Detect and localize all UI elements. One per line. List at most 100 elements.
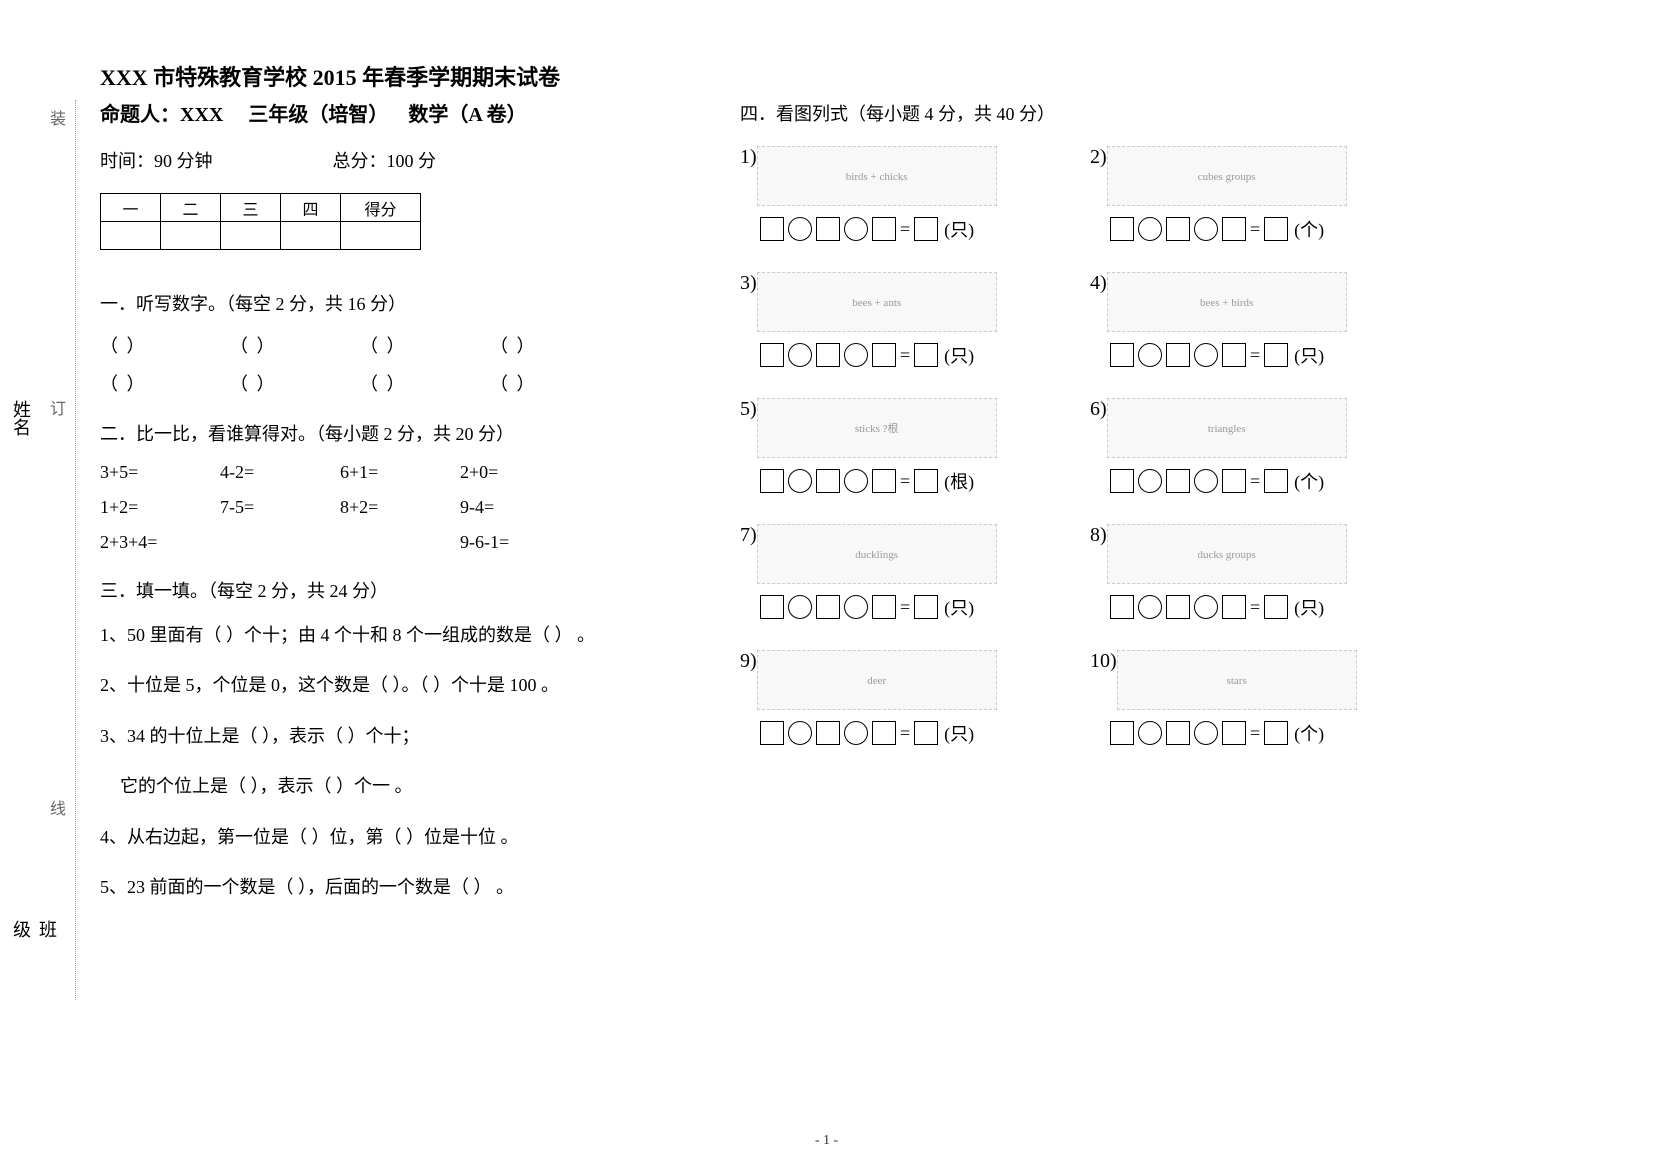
section3-heading: 三．填一填。（每空 2 分，共 24 分） <box>100 577 640 603</box>
problem-image-placeholder: triangles <box>1107 398 1347 458</box>
fill-q1: 1、50 里面有（ ）个十；由 4 个十和 8 个一组成的数是（ ） 。 <box>100 619 640 651</box>
score-cell <box>161 222 221 250</box>
arith-item: 3+5= <box>100 462 220 483</box>
dictation-row-2: （ ） （ ） （ ） （ ） <box>100 370 640 396</box>
unit-label: (只) <box>1294 342 1324 368</box>
box-icon <box>1222 469 1246 493</box>
arith-item <box>220 532 340 553</box>
name-label: 姓名 <box>8 400 34 436</box>
problem-number: 5) <box>740 398 757 421</box>
circle-icon <box>788 721 812 745</box>
problem: 5)sticks ?根 = (根) <box>740 398 1040 494</box>
arith-item: 6+1= <box>340 462 460 483</box>
problem-image-placeholder: bees + birds <box>1107 272 1347 332</box>
equation-boxes: = (个) <box>1110 468 1390 494</box>
box-icon <box>914 217 938 241</box>
fill-q3a: 3、34 的十位上是（ ），表示（ ）个十； <box>100 720 640 752</box>
dictation-row-1: （ ） （ ） （ ） （ ） <box>100 332 640 358</box>
arith-item: 7-5= <box>220 497 340 518</box>
equation-boxes: = (只) <box>760 216 1040 242</box>
blank: （ ） <box>360 332 490 358</box>
fill-q4: 4、从右边起，第一位是（ ）位，第（ ）位是十位 。 <box>100 821 640 853</box>
box-icon <box>1222 343 1246 367</box>
problem: 1)birds + chicks = (只) <box>740 146 1040 242</box>
circle-icon <box>788 595 812 619</box>
binding-zhuang: 装 <box>43 110 67 126</box>
circle-icon <box>1194 469 1218 493</box>
box-icon <box>1222 217 1246 241</box>
problem-image-placeholder: deer <box>757 650 997 710</box>
binding-margin: 装 订 线 <box>30 100 80 1000</box>
author: 命题人：XXX <box>100 104 223 126</box>
problem: 3)bees + ants = (只) <box>740 272 1040 368</box>
problem-image-placeholder: ducklings <box>757 524 997 584</box>
box-icon <box>1264 217 1288 241</box>
circle-icon <box>1138 595 1162 619</box>
equals-sign: = <box>900 471 910 492</box>
box-icon <box>1110 595 1134 619</box>
equals-sign: = <box>1250 723 1260 744</box>
box-icon <box>816 217 840 241</box>
box-icon <box>1110 721 1134 745</box>
box-icon <box>760 469 784 493</box>
score-cell <box>341 222 421 250</box>
box-icon <box>1110 343 1134 367</box>
box-icon <box>914 343 938 367</box>
box-icon <box>1110 217 1134 241</box>
equals-sign: = <box>900 219 910 240</box>
unit-label: (个) <box>1294 720 1324 746</box>
problem: 6)triangles = (个) <box>1090 398 1390 494</box>
box-icon <box>760 343 784 367</box>
class-label: 班级 <box>8 920 60 941</box>
arith-item: 1+2= <box>100 497 220 518</box>
problem-image-placeholder: birds + chicks <box>757 146 997 206</box>
exam-subtitle: 命题人：XXX 三年级（培智） 数学（A 卷） <box>100 98 640 127</box>
total-label: 总分：100 分 <box>333 147 437 173</box>
problem: 4)bees + birds = (只) <box>1090 272 1390 368</box>
binding-xian: 线 <box>43 800 67 816</box>
problem-number: 10) <box>1090 650 1117 673</box>
box-icon <box>1264 469 1288 493</box>
unit-label: (个) <box>1294 468 1324 494</box>
arith-row-3: 2+3+4= 9-6-1= <box>100 532 640 553</box>
equals-sign: = <box>900 597 910 618</box>
subject: 数学（A 卷） <box>408 104 526 126</box>
box-icon <box>872 343 896 367</box>
problem-number: 7) <box>740 524 757 547</box>
problem-image-placeholder: cubes groups <box>1107 146 1347 206</box>
fill-q5: 5、23 前面的一个数是（ ），后面的一个数是（ ） 。 <box>100 871 640 903</box>
circle-icon <box>844 595 868 619</box>
box-icon <box>760 595 784 619</box>
grade: 三年级（培智） <box>248 104 388 126</box>
box-icon <box>914 595 938 619</box>
circle-icon <box>844 469 868 493</box>
equals-sign: = <box>1250 597 1260 618</box>
problem-image-placeholder: bees + ants <box>757 272 997 332</box>
equation-boxes: = (个) <box>1110 216 1390 242</box>
unit-label: (个) <box>1294 216 1324 242</box>
arith-item: 8+2= <box>340 497 460 518</box>
equals-sign: = <box>1250 219 1260 240</box>
section4-heading: 四．看图列式（每小题 4 分，共 40 分） <box>740 100 1420 126</box>
binding-ding: 订 <box>43 400 67 416</box>
equals-sign: = <box>1250 471 1260 492</box>
equals-sign: = <box>900 723 910 744</box>
score-col-1: 一 <box>101 194 161 222</box>
fill-q2: 2、十位是 5，个位是 0，这个数是（ ）。（ ）个十是 100 。 <box>100 669 640 701</box>
unit-label: (只) <box>944 216 974 242</box>
arith-item: 2+0= <box>460 462 580 483</box>
box-icon <box>872 469 896 493</box>
circle-icon <box>788 343 812 367</box>
equation-boxes: = (根) <box>760 468 1040 494</box>
arith-item: 9-4= <box>460 497 580 518</box>
circle-icon <box>788 217 812 241</box>
arith-item: 2+3+4= <box>100 532 220 553</box>
problem: 10)stars = (个) <box>1090 650 1390 746</box>
circle-icon <box>1138 343 1162 367</box>
box-icon <box>816 343 840 367</box>
equation-boxes: = (个) <box>1110 720 1390 746</box>
box-icon <box>760 721 784 745</box>
box-icon <box>872 217 896 241</box>
problem-number: 2) <box>1090 146 1107 169</box>
box-icon <box>816 721 840 745</box>
